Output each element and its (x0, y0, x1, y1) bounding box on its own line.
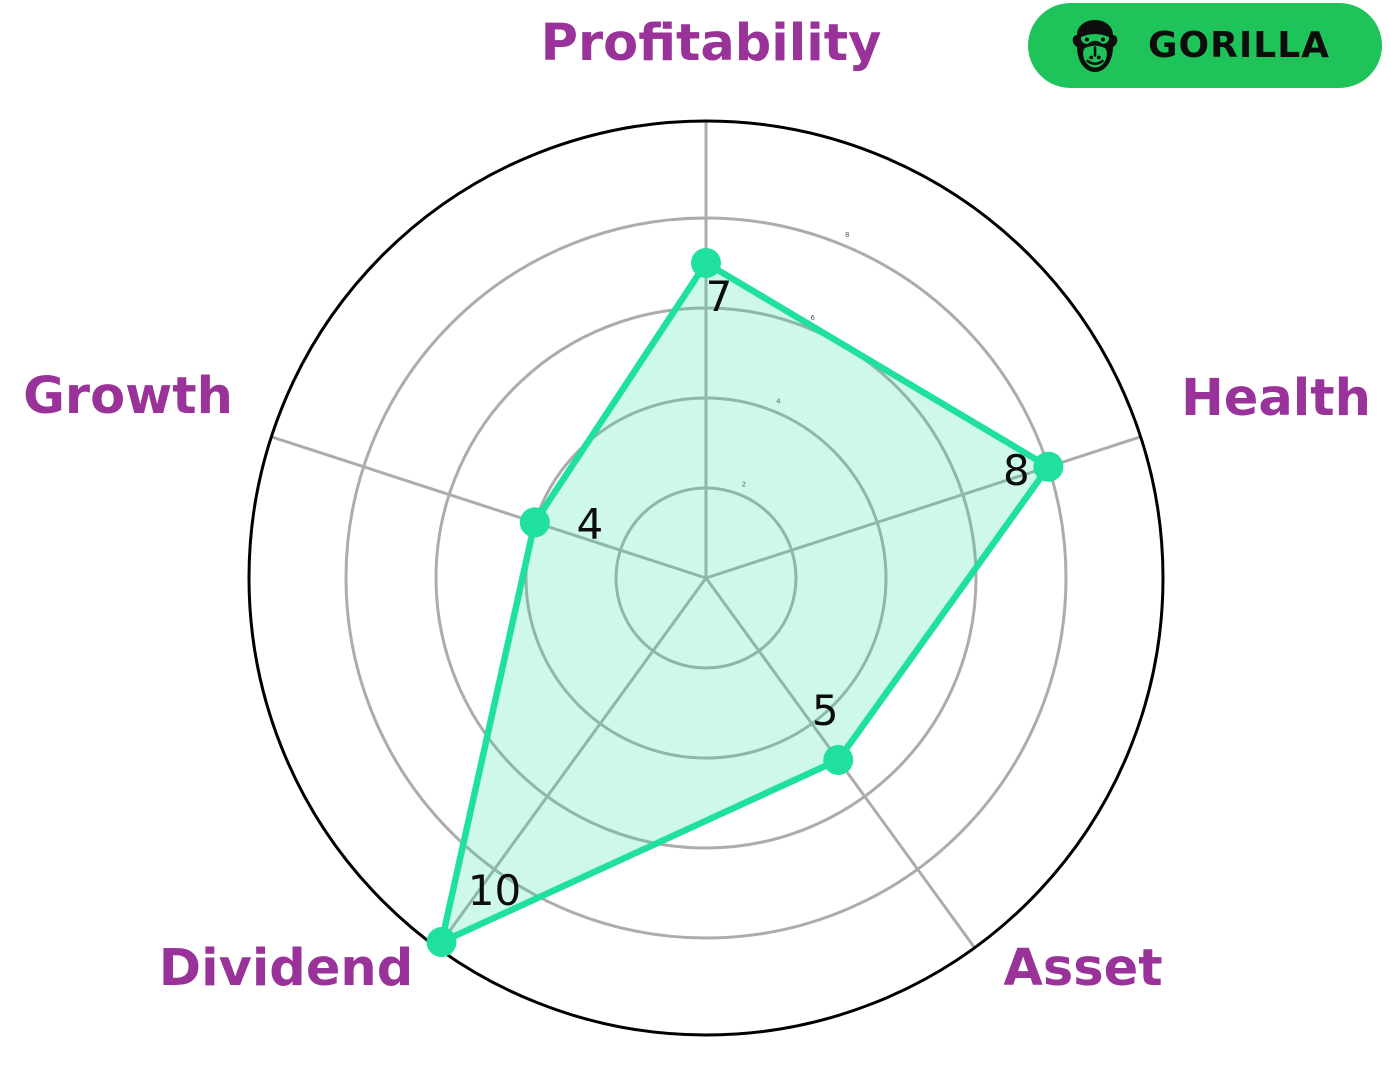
radar-marker-health (1033, 451, 1064, 482)
radar-value-label-health: 8 (1003, 446, 1030, 495)
radar-marker-dividend (426, 927, 457, 958)
radar-axis-label-health: Health (1181, 369, 1371, 428)
radar-spoke-dividend (436, 577, 708, 949)
radar-tick-label: 8 (845, 231, 849, 239)
radar-marker-profitability (691, 248, 721, 278)
radar-spoke-health (705, 435, 1142, 580)
radar-data-polygon (438, 259, 1052, 946)
radar-axis-label-growth: Growth (23, 367, 233, 426)
radar-marker-asset (823, 745, 854, 776)
radar-tick-label: 2 (742, 481, 746, 489)
radar-axis-label-profitability: Profitability (541, 14, 882, 73)
radar-tick-label: 4 (776, 397, 781, 405)
gorilla-badge-label: GORILLA (1147, 25, 1330, 66)
radar-marker-growth (519, 507, 550, 538)
gorilla-badge: GORILLA (1027, 3, 1382, 88)
radar-tick-label: 6 (811, 314, 816, 322)
radar-axis-label-asset: Asset (1003, 939, 1162, 998)
radar-outer-ring (247, 119, 1165, 1037)
radar-axis-label-dividend: Dividend (159, 939, 413, 998)
radar-value-label-dividend: 10 (468, 866, 521, 915)
gorilla-icon (1072, 19, 1118, 72)
radar-value-label-asset: 5 (812, 686, 839, 735)
radar-value-label-profitability: 7 (706, 272, 733, 321)
radar-value-label-growth: 4 (576, 499, 603, 548)
radar-spoke-growth (270, 435, 707, 580)
